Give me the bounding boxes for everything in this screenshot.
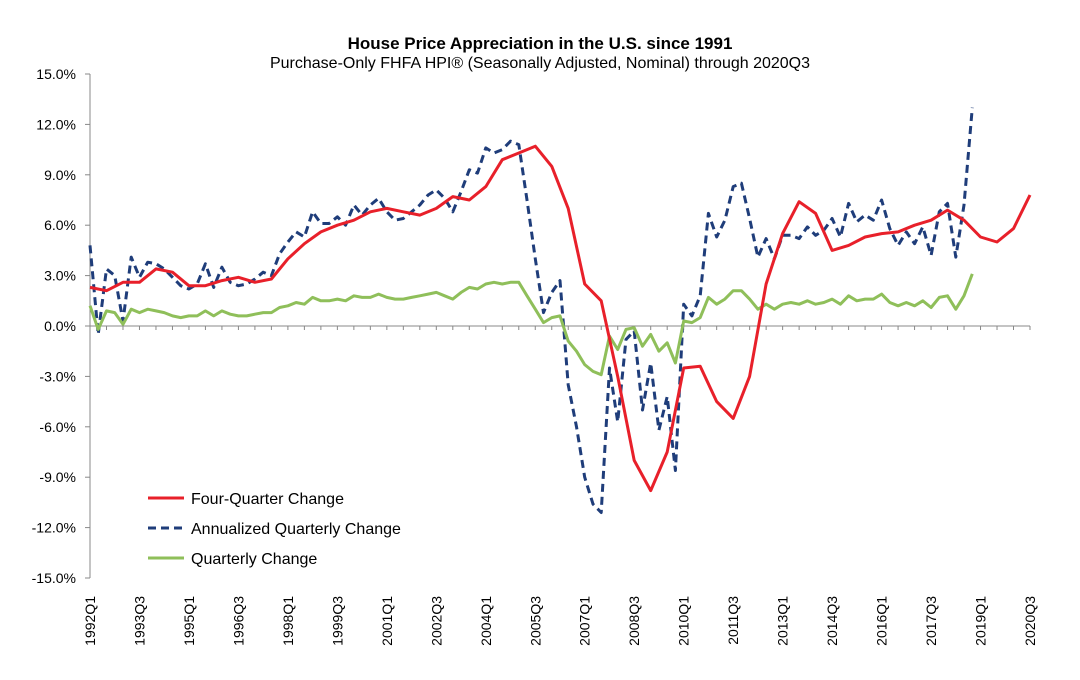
y-tick-label: 15.0% [36, 66, 76, 82]
legend-label: Annualized Quarterly Change [191, 521, 401, 538]
legend-label: Quarterly Change [191, 551, 317, 568]
series-line-3 [88, 273, 974, 377]
x-tick-label: 1995Q1 [181, 596, 197, 646]
x-tick-label: 2002Q3 [428, 596, 444, 646]
x-tick-label: 1996Q3 [230, 596, 246, 646]
y-tick-label: -9.0% [39, 469, 76, 485]
x-tick-label: 2004Q1 [478, 596, 494, 646]
series-layer [88, 107, 1032, 514]
y-tick-label: 9.0% [44, 167, 76, 183]
y-tick-label: 6.0% [44, 217, 76, 233]
y-tick-label: -15.0% [32, 570, 76, 586]
x-tick-label: 2014Q3 [824, 596, 840, 646]
x-tick-label: 1999Q3 [329, 596, 345, 646]
x-tick-label: 2010Q1 [676, 596, 692, 646]
x-tick-label: 2017Q3 [923, 596, 939, 646]
legend: Four-Quarter Change Annualized Quarterly … [148, 491, 401, 568]
x-tick-label: 2020Q3 [1022, 596, 1038, 646]
y-tick-label: 12.0% [36, 116, 76, 132]
x-tick-label: 2008Q3 [626, 596, 642, 646]
x-tick-label: 2016Q1 [874, 596, 890, 646]
series-line-1 [89, 144, 1032, 493]
x-axis-ticks: 1992Q1 1993Q3 1995Q1 1996Q3 1998Q1 1999Q3 2001… [82, 326, 1038, 646]
x-tick-label: 1992Q1 [82, 596, 98, 646]
x-tick-label: 2001Q1 [379, 596, 395, 646]
series-line-2 [88, 107, 974, 514]
chart-titles: House Price Appreciation in the U.S. sin… [0, 34, 1080, 74]
chart-subtitle: Purchase-Only FHFA HPI® (Seasonally Adju… [269, 55, 811, 72]
x-tick-label: 2013Q1 [775, 596, 791, 646]
y-tick-label: -6.0% [39, 419, 76, 435]
x-tick-label: 2019Q1 [973, 596, 989, 646]
x-tick-label: 2011Q3 [725, 596, 741, 645]
y-tick-label: 3.0% [44, 268, 76, 284]
legend-label: Four-Quarter Change [191, 491, 344, 508]
chart-title: House Price Appreciation in the U.S. sin… [347, 34, 733, 53]
x-tick-label: 1993Q3 [131, 596, 147, 646]
x-tick-label: 1998Q1 [280, 596, 296, 646]
y-tick-label: 0.0% [44, 318, 76, 334]
x-tick-label: 2005Q3 [527, 596, 543, 646]
x-tick-label: 2007Q1 [577, 596, 593, 646]
y-tick-label: -12.0% [32, 520, 76, 536]
y-tick-label: -3.0% [39, 368, 76, 384]
y-axis-ticks: 15.0% 12.0% 9.0% 6.0% 3.0% 0.0% -3.0% -6.0% -9.0… [32, 66, 90, 586]
